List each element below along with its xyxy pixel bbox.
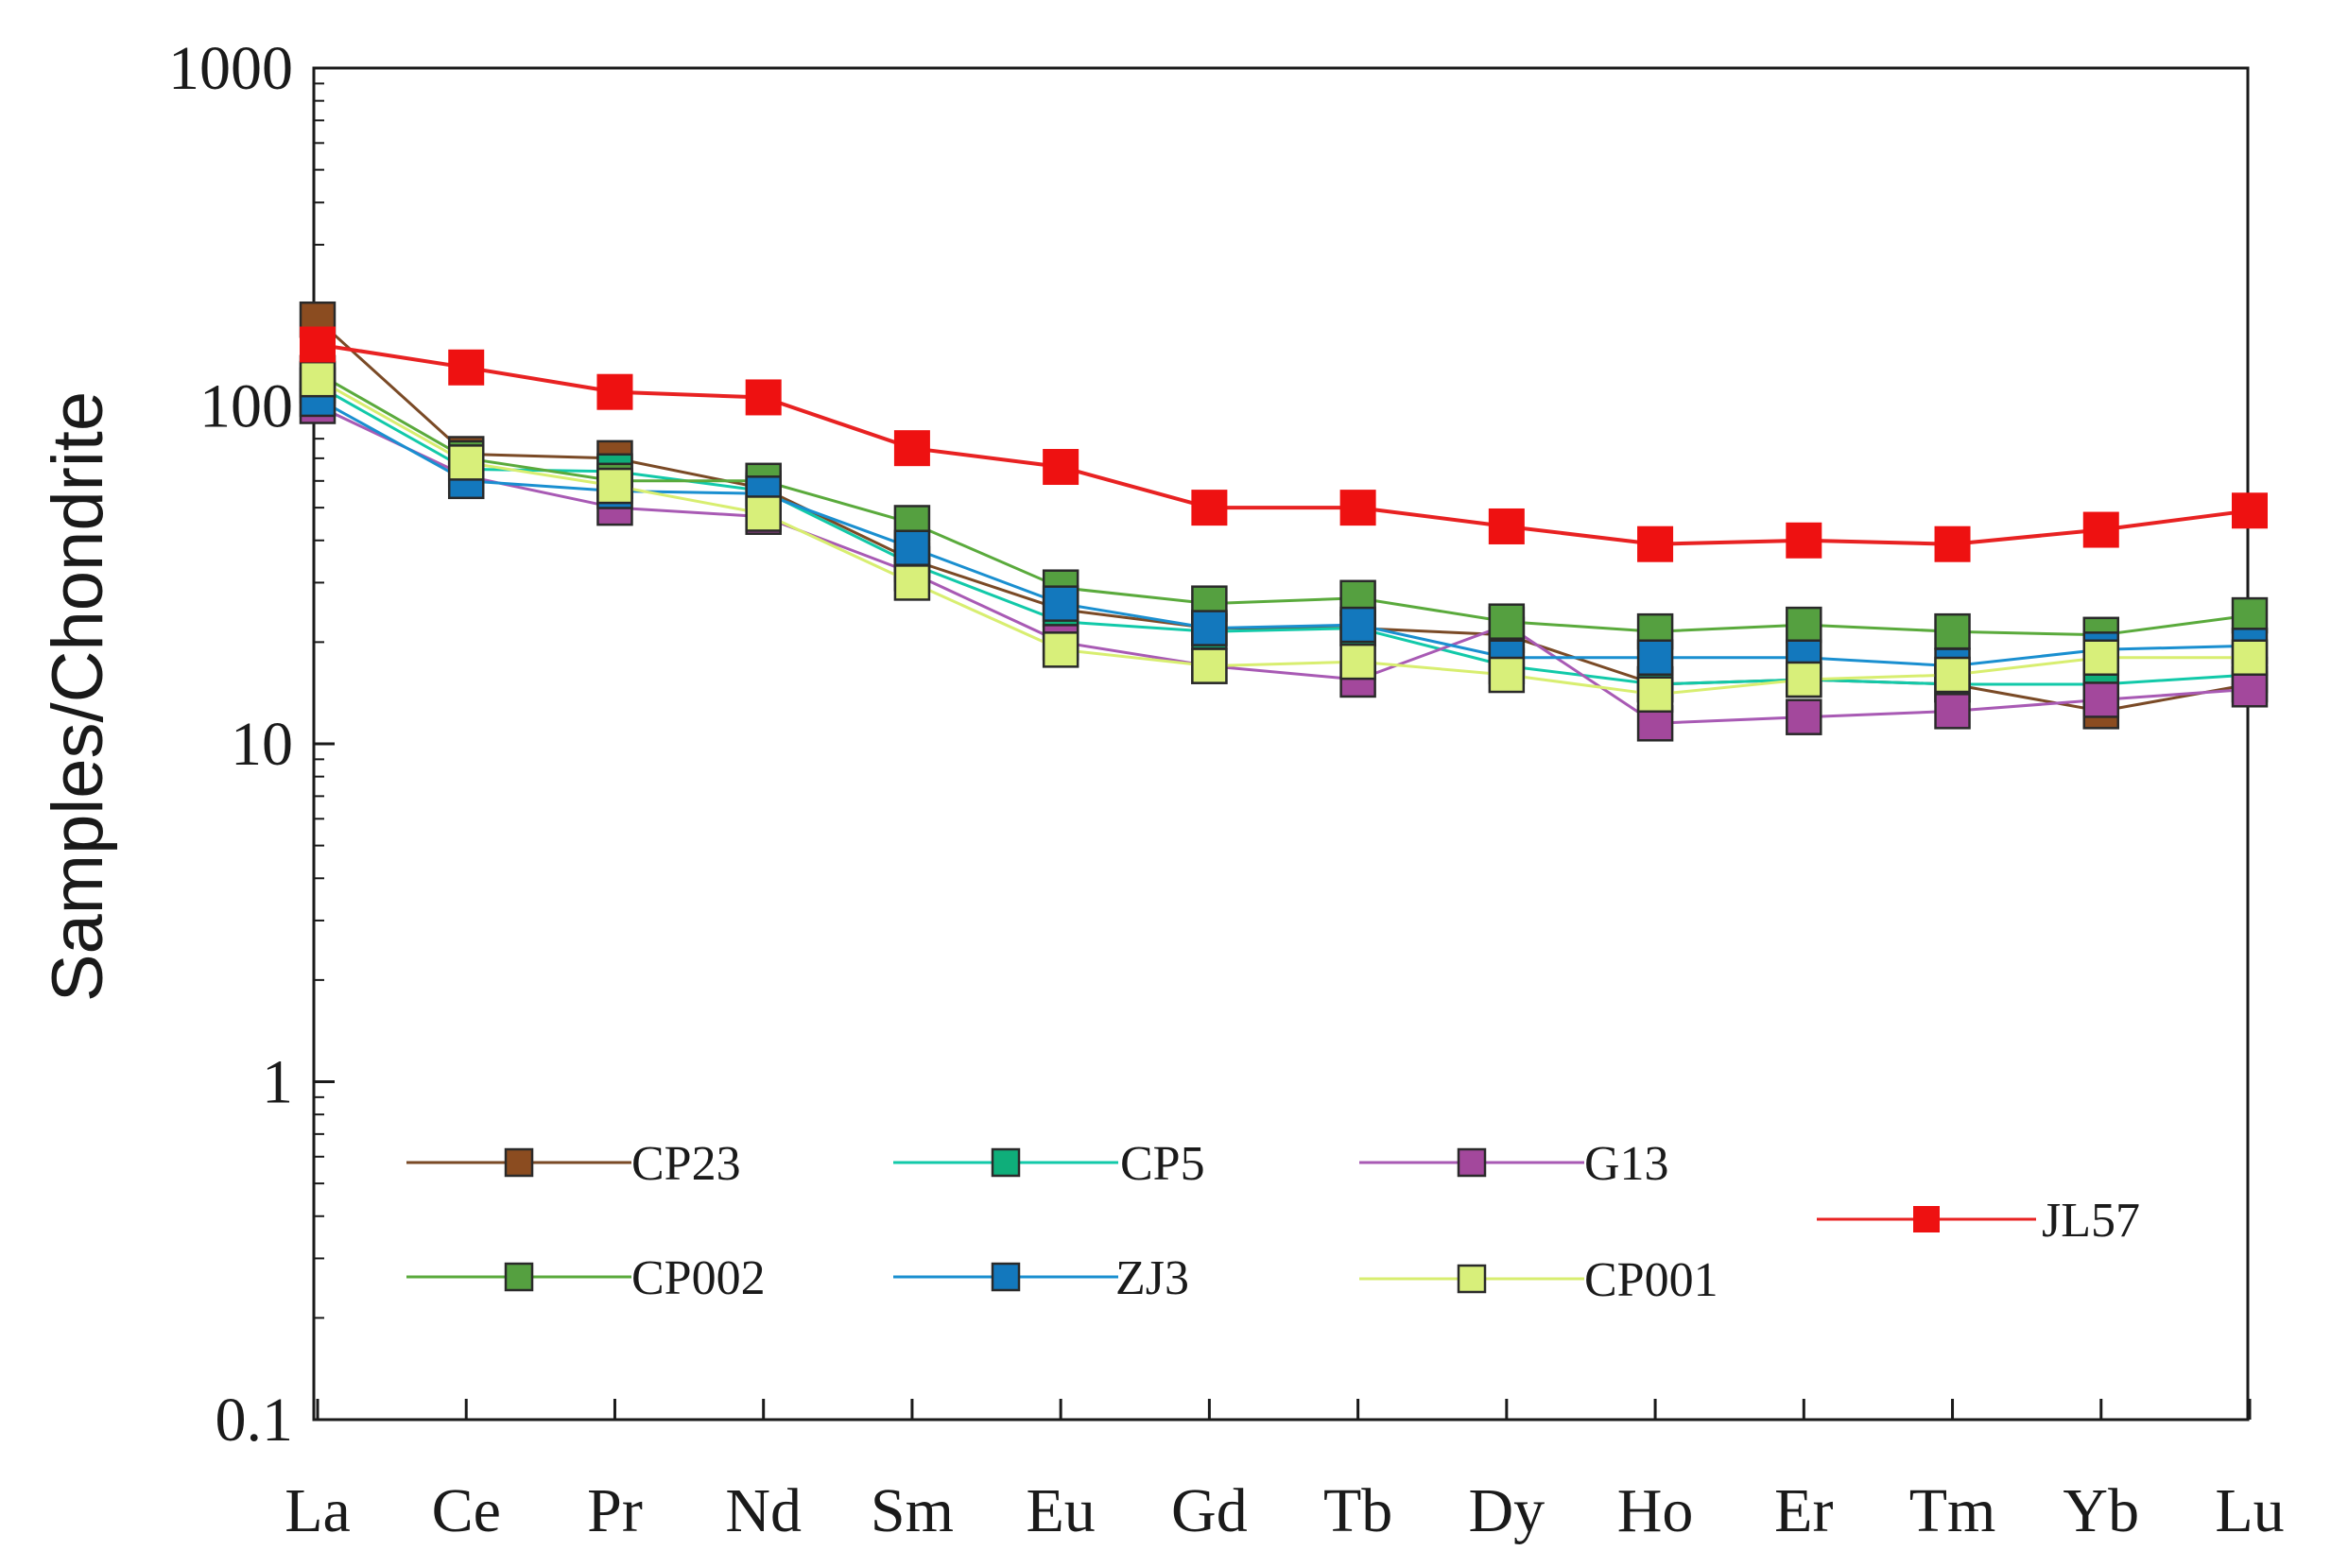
legend-item-jl57: JL57 <box>1817 1194 2140 1248</box>
x-tick-label: Tm <box>1909 1476 1996 1545</box>
x-tick-label: Ce <box>432 1476 501 1545</box>
y-tick-label: 1000 <box>168 34 293 103</box>
data-point-jl57 <box>448 349 485 386</box>
legend-marker-zj3 <box>991 1262 1021 1292</box>
data-point-zj3 <box>893 529 931 566</box>
data-point-zj3 <box>1636 639 1674 676</box>
x-tick-label: Pr <box>587 1476 643 1545</box>
legend-marker-cp5 <box>991 1147 1021 1178</box>
legend-label-cp5: CP5 <box>1120 1137 1205 1191</box>
legend-label-g13: G13 <box>1584 1137 1669 1191</box>
legend-item-g13: G13 <box>1359 1137 1669 1191</box>
legend-item-cp002: CP002 <box>406 1251 766 1305</box>
legend: CP23 CP5 G13 JL57 CP002 ZJ3 CP001 <box>406 1137 2140 1307</box>
x-tick-label: Nd <box>725 1476 802 1545</box>
data-point-cp001 <box>2082 639 2120 676</box>
x-tick-label: Yb <box>2063 1476 2139 1545</box>
plot-area-frame <box>312 66 2250 1422</box>
legend-label-jl57: JL57 <box>2042 1194 2140 1248</box>
data-point-cp001 <box>1488 656 1526 694</box>
data-point-cp002 <box>1934 612 1971 650</box>
series-line-cp002 <box>317 371 2251 637</box>
x-tick-label: Er <box>1774 1476 1833 1545</box>
data-point-cp001 <box>596 467 633 505</box>
legend-label-cp002: CP002 <box>631 1251 766 1305</box>
data-point-cp001 <box>1934 656 1971 694</box>
data-point-cp001 <box>2231 639 2269 676</box>
data-point-cp002 <box>2231 596 2269 634</box>
data-point-cp002 <box>1786 606 1822 644</box>
y-tick-label: 100 <box>199 372 293 441</box>
data-point-jl57 <box>1934 526 1971 562</box>
data-point-g13 <box>2082 681 2120 718</box>
data-point-jl57 <box>300 326 336 363</box>
x-tick-label: Dy <box>1469 1476 1545 1545</box>
data-point-g13 <box>2231 671 2269 708</box>
legend-item-cp001: CP001 <box>1359 1253 1718 1307</box>
x-tick-label: Gd <box>1171 1476 1248 1545</box>
series-line-cp001 <box>317 377 2250 697</box>
data-point-jl57 <box>1488 508 1525 544</box>
y-axis-ticks: 1000 100 10 1 0.1 <box>168 34 335 1455</box>
data-point-cp001 <box>1191 647 1228 684</box>
series-line-g13 <box>317 405 2251 725</box>
x-tick-label: Lu <box>2215 1476 2284 1545</box>
legend-marker-cp002 <box>504 1262 534 1292</box>
data-point-jl57 <box>596 373 633 410</box>
data-point-cp002 <box>1488 603 1526 640</box>
data-point-jl57 <box>1786 522 1822 559</box>
x-tick-label: Ho <box>1617 1476 1694 1545</box>
data-point-zj3 <box>1191 610 1228 646</box>
data-point-jl57 <box>893 430 930 467</box>
data-point-jl57 <box>2232 492 2268 529</box>
data-point-cp001 <box>447 444 485 481</box>
data-point-cp001 <box>1786 661 1822 698</box>
legend-label-cp001: CP001 <box>1584 1253 1718 1307</box>
data-point-jl57 <box>1339 490 1376 526</box>
series-cp001 <box>299 360 2269 714</box>
x-tick-label: Tb <box>1323 1476 1392 1545</box>
legend-marker-g13 <box>1457 1147 1487 1178</box>
data-point-jl57 <box>2082 511 2119 548</box>
series-cp5 <box>299 367 2269 703</box>
legend-item-cp5: CP5 <box>893 1137 1205 1191</box>
data-point-jl57 <box>745 379 782 416</box>
legend-item-zj3: ZJ3 <box>893 1251 1189 1305</box>
data-point-cp001 <box>893 564 931 601</box>
legend-label-zj3: ZJ3 <box>1115 1251 1189 1305</box>
data-point-cp001 <box>1042 631 1079 668</box>
data-point-jl57 <box>1043 449 1079 486</box>
x-axis-ticks: La Ce Pr Nd Sm Eu Gd Tb Dy Ho Er Tm Yb Lu <box>285 1399 2285 1545</box>
y-tick-label: 0.1 <box>216 1386 294 1455</box>
data-point-zj3 <box>1339 606 1376 644</box>
legend-item-cp23: CP23 <box>406 1137 741 1191</box>
y-axis-label: Samples/Chondrite <box>38 391 118 1002</box>
data-point-g13 <box>1786 698 1822 735</box>
series-zj3 <box>299 380 2269 684</box>
x-tick-label: Sm <box>871 1476 954 1545</box>
data-point-jl57 <box>1637 526 1674 562</box>
data-point-cp001 <box>745 495 782 532</box>
data-point-zj3 <box>1042 585 1079 622</box>
legend-marker-jl57 <box>1913 1206 1940 1232</box>
legend-label-cp23: CP23 <box>631 1137 741 1191</box>
series-line-jl57 <box>317 342 2251 546</box>
data-point-jl57 <box>1191 490 1228 526</box>
series-line-cp5 <box>317 384 2251 686</box>
data-point-cp001 <box>1636 676 1674 714</box>
y-tick-label: 1 <box>262 1048 293 1117</box>
x-tick-label: La <box>285 1476 351 1545</box>
data-point-cp001 <box>1339 643 1376 681</box>
x-tick-label: Eu <box>1026 1476 1095 1545</box>
series-jl57 <box>300 326 2268 562</box>
data-point-g13 <box>1934 693 1971 730</box>
series-layer <box>299 301 2269 742</box>
y-tick-label: 10 <box>231 710 293 779</box>
data-point-cp001 <box>299 360 337 398</box>
legend-marker-cp23 <box>504 1147 534 1178</box>
legend-marker-cp001 <box>1457 1264 1487 1294</box>
